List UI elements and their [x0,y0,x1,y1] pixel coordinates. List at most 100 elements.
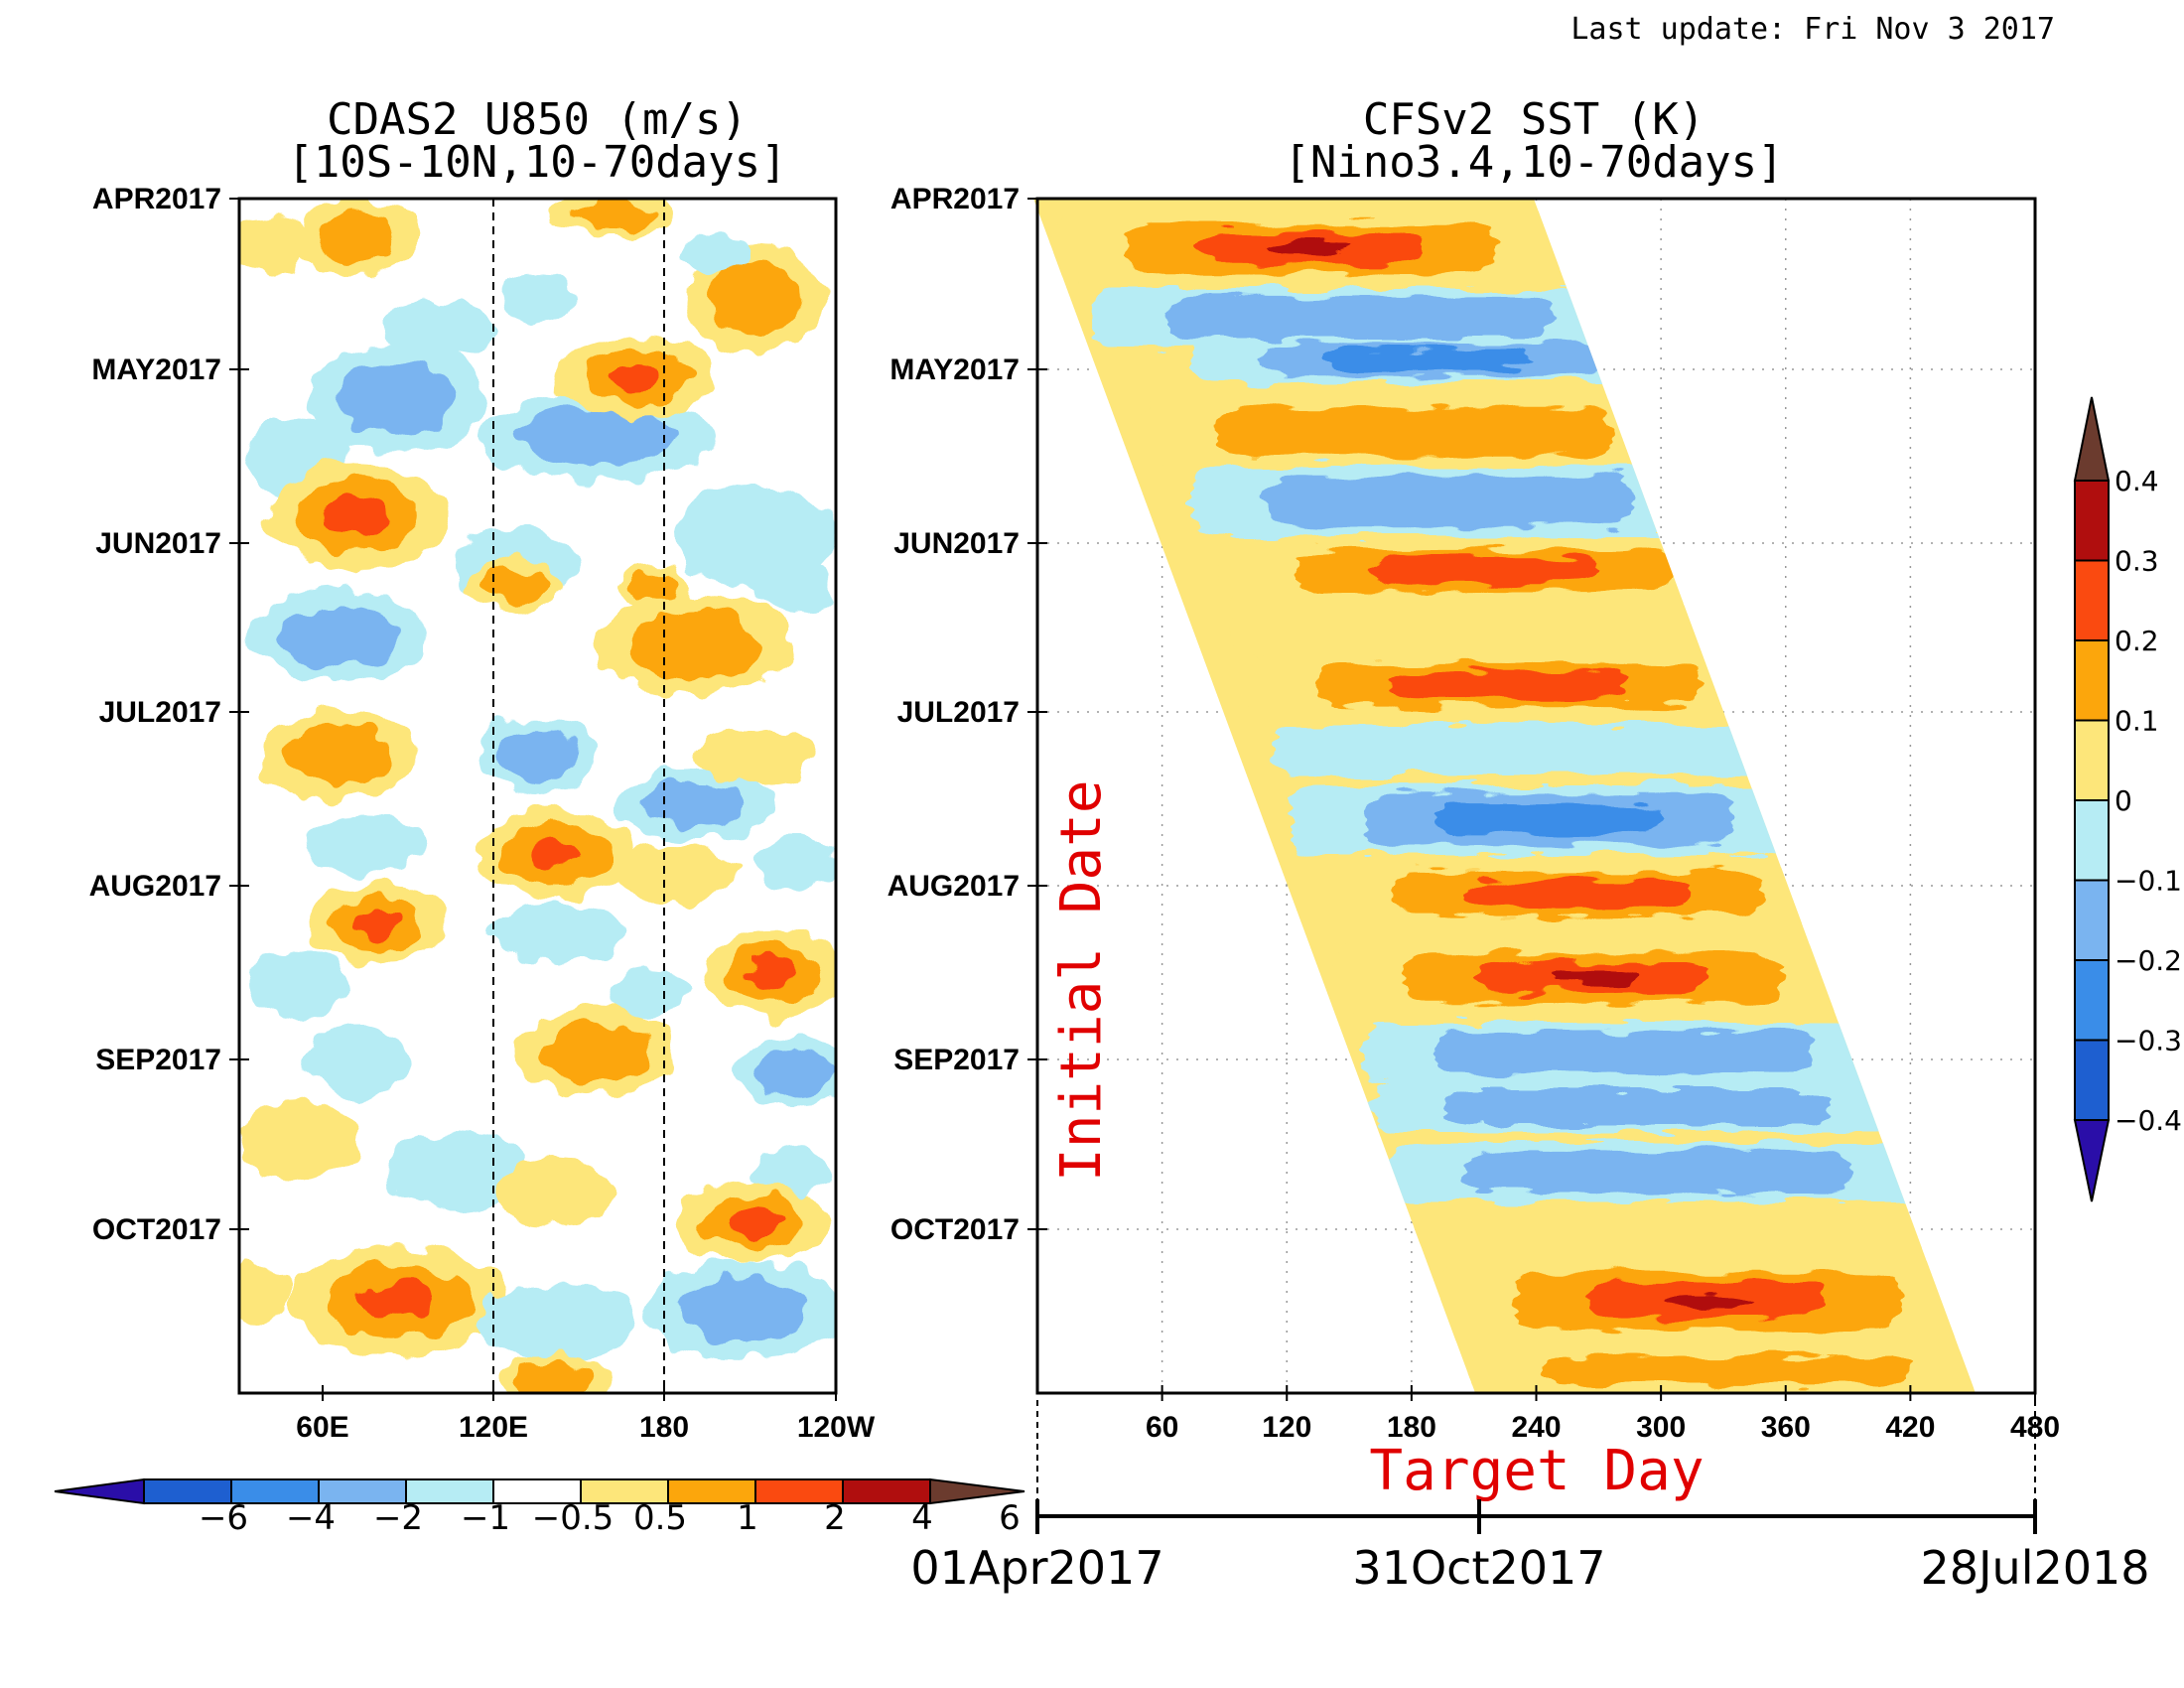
colorbar-label: −4 [286,1498,336,1538]
left-y-tick-label: JUL2017 [99,696,221,729]
left-contour-blob [754,1152,834,1192]
left-x-tick-label: 120W [797,1411,876,1444]
colorbar-label: 2 [824,1498,846,1538]
left-x-axis: 60E 120E 180 120W [296,1385,876,1444]
left-panel: CDAS2 U850 (m/s) [10S-10N,10-70days] APR… [89,94,876,1444]
right-x-tick-label: 360 [1761,1411,1811,1444]
left-contour-blob [678,1277,811,1344]
left-y-tick-label: MAY2017 [91,353,221,386]
colorbar-swatch [492,1478,582,1504]
left-contour-blob [482,569,550,603]
colorbar-label: −0.5 [532,1498,614,1538]
left-contour-blob [754,556,834,616]
right-contour-band [1444,1089,1832,1125]
left-x-tick-label: 180 [639,1411,689,1444]
colorbar-swatch [230,1478,320,1504]
left-colorbar: −6 −4 −2 −1 −0.5 0.5 1 2 4 6 [54,1477,1025,1538]
left-y-axis: APR2017 MAY2017 JUN2017 JUL2017 AUG2017 SEP20… [89,183,249,1246]
right-contour-band [1231,606,1757,655]
left-contour-blob [496,1157,615,1226]
left-contour-blob [515,406,676,468]
colorbar-label: 0.2 [2115,625,2159,657]
timeline-mid-label: 31Oct2017 [1352,1541,1605,1595]
colorbar-label: 0 [2115,784,2132,817]
right-contour-band [1324,350,1535,370]
initial-date-label: Initial Date [1049,779,1114,1182]
left-contour-blob [708,261,801,335]
right-contour-band [1551,972,1636,984]
left-contour-blob [382,298,491,357]
right-contour-band [1391,671,1627,699]
left-contour-blob [359,1282,435,1320]
left-contour-blob [528,838,584,870]
timeline: 01Apr2017 31Oct2017 28Jul2018 [910,1400,2150,1595]
right-y-tick-label: OCT2017 [890,1213,1020,1246]
colorbar-swatch [2074,879,2110,961]
colorbar-arrow-right [929,1477,1025,1505]
left-contour-blob [754,839,834,889]
right-contour-band [1218,406,1611,458]
colorbar-label: −2 [373,1498,423,1538]
right-y-tick-label: JUL2017 [897,696,1020,729]
left-plot-frame [237,197,838,1395]
colorbar-label: 1 [737,1498,758,1538]
left-contour-blob [239,1261,288,1321]
right-contour-band [1166,296,1554,340]
right-y-tick-label: AUG2017 [887,870,1020,903]
left-contour-blob [542,1022,649,1083]
left-contour-blob [327,497,388,535]
left-x-tick-label: 120E [459,1411,528,1444]
colorbar-label: −0.3 [2115,1025,2182,1057]
left-contour-blob [284,724,391,785]
left-contour-blob [486,904,625,963]
timeline-start-label: 01Apr2017 [910,1541,1163,1595]
left-contour-blob [641,780,749,828]
left-contour-blob [337,360,458,434]
right-y-axis: APR2017 MAY2017 JUN2017 JUL2017 AUG2017 SEP20… [887,183,1047,1246]
left-contour-blob [680,235,750,271]
colorbar-swatch [2074,639,2110,722]
right-contour-band [1464,880,1693,908]
right-contour-band [1269,242,1352,254]
colorbar-label: −1 [461,1498,510,1538]
left-y-tick-label: OCT2017 [92,1213,221,1246]
left-contour-blob [751,957,798,989]
left-contour-blob [628,612,761,679]
right-y-tick-label: JUN2017 [893,527,1020,560]
colorbar-label: −0.1 [2115,865,2182,898]
colorbar-label: 0.4 [2115,465,2159,497]
left-contour-blob [387,1132,526,1211]
right-contour-band [1541,1355,1914,1385]
colorbar-swatch [2074,799,2110,882]
left-contour-blob [239,1102,357,1182]
colorbar-label: 0.1 [2115,705,2159,738]
colorbar-arrow-top [2073,396,2111,482]
colorbar-label: −0.4 [2115,1104,2182,1137]
left-heatmap [239,199,836,1393]
left-contour-blob [695,725,814,784]
colorbar-swatch [2074,559,2110,641]
left-x-tick-label: 60E [296,1411,348,1444]
right-contour-band [1464,1150,1851,1194]
left-contour-blob [239,218,308,278]
left-contour-blob [317,211,398,265]
left-contour-blob [495,728,577,781]
left-contour-blob [753,1049,835,1096]
colorbar-swatch [842,1478,931,1504]
right-title-line2: [Nino3.4,10-70days] [1284,137,1783,188]
left-contour-blobs [239,199,836,1393]
left-contour-blob [628,572,682,600]
right-heatmap [1033,199,1976,1393]
right-x-tick-label: 60 [1146,1411,1178,1444]
last-update-text: Last update: Fri Nov 3 2017 [1570,12,2055,47]
left-contour-blob [477,1281,635,1360]
right-colorbar: 0.4 0.3 0.2 0.1 0 −0.1 −0.2 −0.3 −0.4 [2073,396,2182,1202]
colorbar-swatch [2074,480,2110,562]
colorbar-arrow-bottom [2073,1119,2111,1202]
right-x-tick-label: 120 [1262,1411,1311,1444]
right-x-tick-label: 420 [1885,1411,1935,1444]
right-title-line1: CFSv2 SST (K) [1363,94,1705,145]
right-contour-band [1433,1031,1813,1074]
left-contour-blob [277,605,398,666]
left-y-tick-label: AUG2017 [89,870,221,903]
